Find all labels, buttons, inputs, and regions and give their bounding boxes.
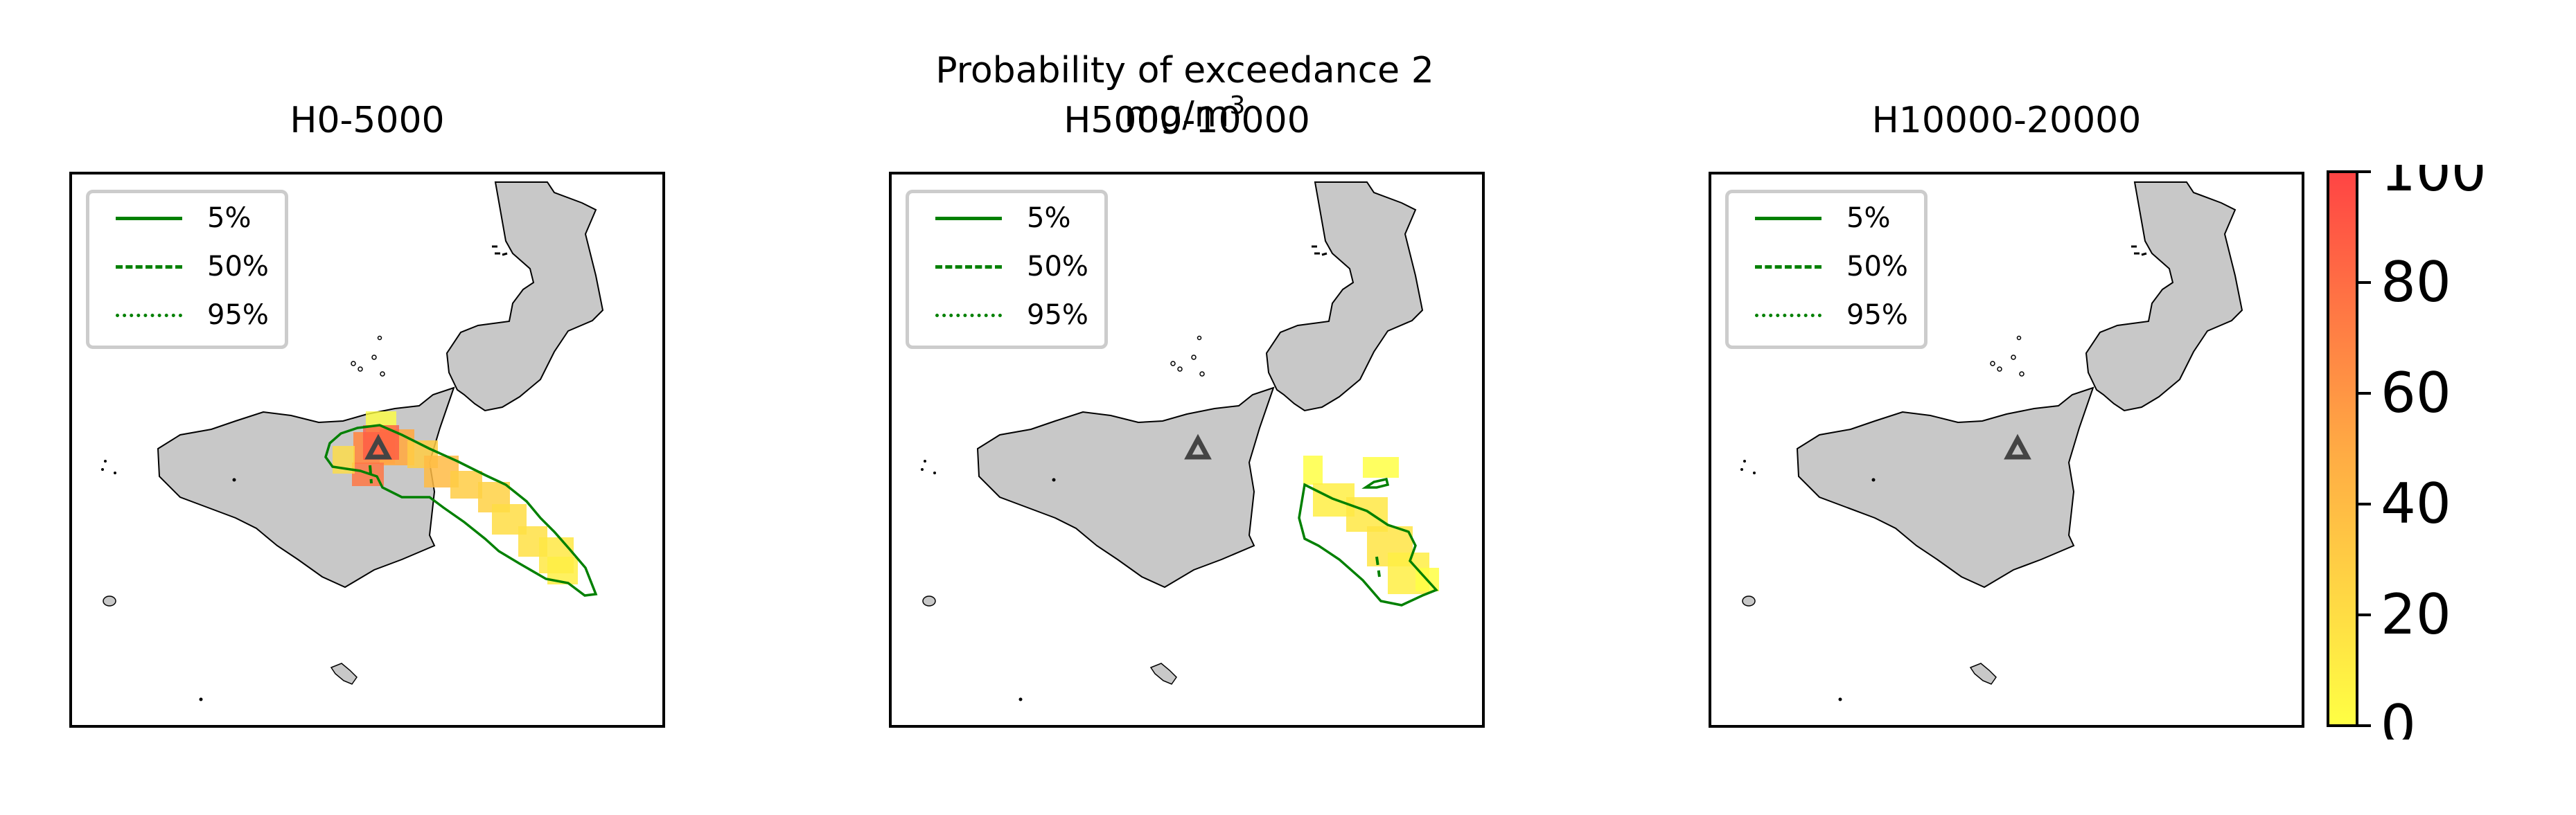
- probability-field: [1303, 456, 1439, 594]
- legend-item-5: 5%: [935, 202, 1070, 234]
- legend-item-95: 95%: [935, 299, 1088, 331]
- panel-frame: [69, 172, 665, 728]
- colorbar-frame: [2327, 170, 2358, 727]
- legend-item-95: 95%: [1755, 299, 1908, 331]
- panel-title-h0-5000: H0-5000: [290, 100, 445, 141]
- colorbar-tick-label: 0: [2381, 693, 2416, 740]
- colorbar-tick-label: 100: [2381, 165, 2487, 204]
- legend-item-50: 50%: [935, 251, 1088, 283]
- map-panel-h0-5000: [69, 172, 665, 728]
- map-panel-h10000-20000: [1709, 172, 2304, 728]
- colorbar-ticks: 0 20 40 60 80 100: [2357, 165, 2487, 740]
- map-panel-h5000-10000: [889, 172, 1485, 728]
- legend-panel-1: 5% 50% 95%: [86, 190, 288, 349]
- contour-5-percent: [324, 424, 598, 597]
- legend-item-50: 50%: [116, 251, 269, 283]
- figure-suptitle: Probability of exceedance 2 mg/m3: [935, 50, 1434, 136]
- contour-5-percent-island: [1361, 477, 1390, 489]
- colorbar-tick-label: 40: [2381, 472, 2451, 536]
- panel-title-h10000-20000: H10000-20000: [1871, 100, 2142, 141]
- legend-panel-3: 5% 50% 95%: [1725, 190, 1927, 349]
- legend-item-5: 5%: [1755, 202, 1890, 234]
- vent-marker-icon: [364, 433, 392, 460]
- vent-marker-icon: [2004, 433, 2031, 460]
- colorbar-tick-label: 60: [2381, 361, 2451, 425]
- legend-item-50: 50%: [1755, 251, 1908, 283]
- legend-item-5: 5%: [116, 202, 251, 234]
- contour-50-percent: [369, 465, 373, 484]
- vent-marker-icon: [1184, 433, 1212, 460]
- legend-panel-2: 5% 50% 95%: [906, 190, 1108, 349]
- legend-item-95: 95%: [116, 299, 269, 331]
- colorbar-tick-label: 80: [2381, 250, 2451, 314]
- contour-50-percent: [1375, 556, 1381, 577]
- panel-title-h5000-10000: H5000-10000: [1064, 100, 1310, 141]
- contour-5-percent: [1298, 483, 1438, 607]
- colorbar-tick-label: 20: [2381, 582, 2451, 647]
- panel-frame: [1709, 172, 2304, 728]
- panel-frame: [889, 172, 1485, 728]
- colorbar: 0 20 40 60 80 100: [2327, 165, 2487, 740]
- colorbar-gradient: [2328, 172, 2357, 726]
